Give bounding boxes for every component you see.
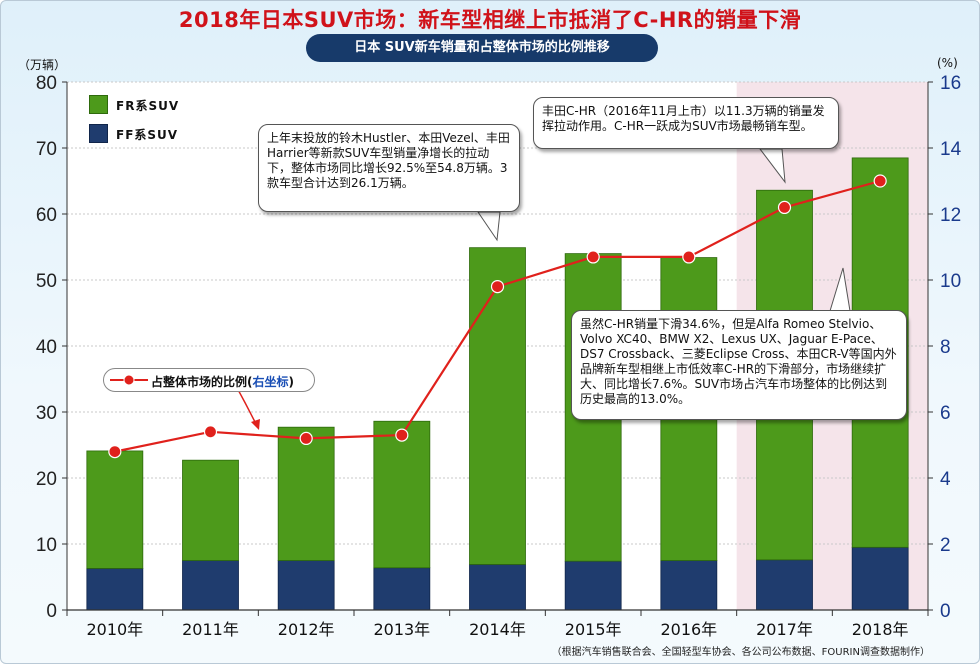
y-left-tick-label: 80 xyxy=(36,73,57,94)
bar-ff xyxy=(373,567,431,611)
bar-ff xyxy=(86,568,144,611)
legend-pointer-arrowhead xyxy=(251,419,260,430)
share-point xyxy=(395,428,409,442)
y-right-tick-label: 14 xyxy=(940,139,962,160)
y-right-tick-label: 6 xyxy=(940,403,951,424)
legend-share-label: 占整体市场的比例(右坐标) xyxy=(151,375,294,389)
legend-ff-label: FF系SUV xyxy=(116,128,179,142)
share-point xyxy=(777,200,792,214)
x-tick-label: 2014年 xyxy=(469,620,526,639)
legend-line-icon xyxy=(110,374,148,386)
y-left-tick-label: 60 xyxy=(36,205,57,226)
legend-fr-swatch xyxy=(89,95,108,114)
y-left-tick-label: 70 xyxy=(36,139,57,160)
bar-ff xyxy=(469,564,526,611)
share-point xyxy=(299,431,313,445)
bar-ff xyxy=(277,560,335,611)
bar-ff xyxy=(660,560,718,611)
callout-2017: 丰田C-HR（2016年11月上市）以11.3万辆的销量发挥拉动作用。C-HR一… xyxy=(533,97,839,149)
y-right-tick-label: 4 xyxy=(940,469,951,490)
x-tick-label: 2016年 xyxy=(660,620,717,639)
share-point xyxy=(682,250,696,264)
y-left-tick-label: 0 xyxy=(46,601,57,622)
x-tick-label: 2010年 xyxy=(86,620,143,639)
share-point xyxy=(108,445,122,459)
legend-share-line: 占整体市场的比例(右坐标) xyxy=(103,368,315,392)
y-left-tick-label: 20 xyxy=(36,469,57,490)
y-right-tick-label: 2 xyxy=(940,535,951,556)
bar-fr xyxy=(277,426,335,561)
share-point xyxy=(873,174,887,188)
share-point xyxy=(586,250,600,264)
x-tick-label: 2018年 xyxy=(852,620,909,639)
x-tick-label: 2015年 xyxy=(565,620,622,639)
right-axis-unit: (%) xyxy=(937,56,958,70)
x-tick-label: 2011年 xyxy=(182,620,239,639)
bar-fr xyxy=(373,420,431,569)
share-point xyxy=(203,425,218,439)
chart-subtitle: 日本 SUV新车销量和占整体市场的比例推移 xyxy=(306,34,658,62)
source-note: （根据汽车销售联合会、全国轻型车协会、各公司公布数据、FOURIN调查数据制作） xyxy=(551,647,930,658)
bar-fr xyxy=(182,459,239,561)
y-left-tick-label: 40 xyxy=(36,337,57,358)
y-left-tick-label: 10 xyxy=(36,535,57,556)
y-right-tick-label: 8 xyxy=(940,337,951,358)
x-tick-label: 2017年 xyxy=(756,620,813,639)
y-right-tick-label: 0 xyxy=(940,601,951,622)
chart-title: 2018年日本SUV市场：新车型相继上市抵消了C-HR的销量下滑 xyxy=(178,8,802,32)
bar-ff xyxy=(851,546,909,611)
y-left-tick-label: 50 xyxy=(36,271,57,292)
x-tick-label: 2013年 xyxy=(373,620,430,639)
share-point xyxy=(490,280,505,294)
bar-ff xyxy=(564,560,622,611)
bar-fr xyxy=(86,450,144,569)
y-right-tick-label: 12 xyxy=(940,205,961,226)
bar-ff xyxy=(182,560,239,611)
callout-2014: 上年末投放的铃木Hustler、本田Vezel、丰田Harrier等新款SUV车… xyxy=(258,124,520,212)
bar-ff xyxy=(756,559,813,611)
y-right-tick-label: 16 xyxy=(940,73,961,94)
callout-2018: 虽然C-HR销量下滑34.6%，但是Alfa Romeo Stelvio、Vol… xyxy=(571,310,907,420)
bar-fr xyxy=(469,247,526,565)
left-axis-unit: （万辆） xyxy=(18,58,67,72)
y-right-tick-label: 10 xyxy=(940,271,961,292)
y-left-tick-label: 30 xyxy=(36,403,57,424)
legend-fr-label: FR系SUV xyxy=(116,99,180,113)
x-tick-label: 2012年 xyxy=(278,620,335,639)
legend-ff-swatch xyxy=(89,124,108,143)
